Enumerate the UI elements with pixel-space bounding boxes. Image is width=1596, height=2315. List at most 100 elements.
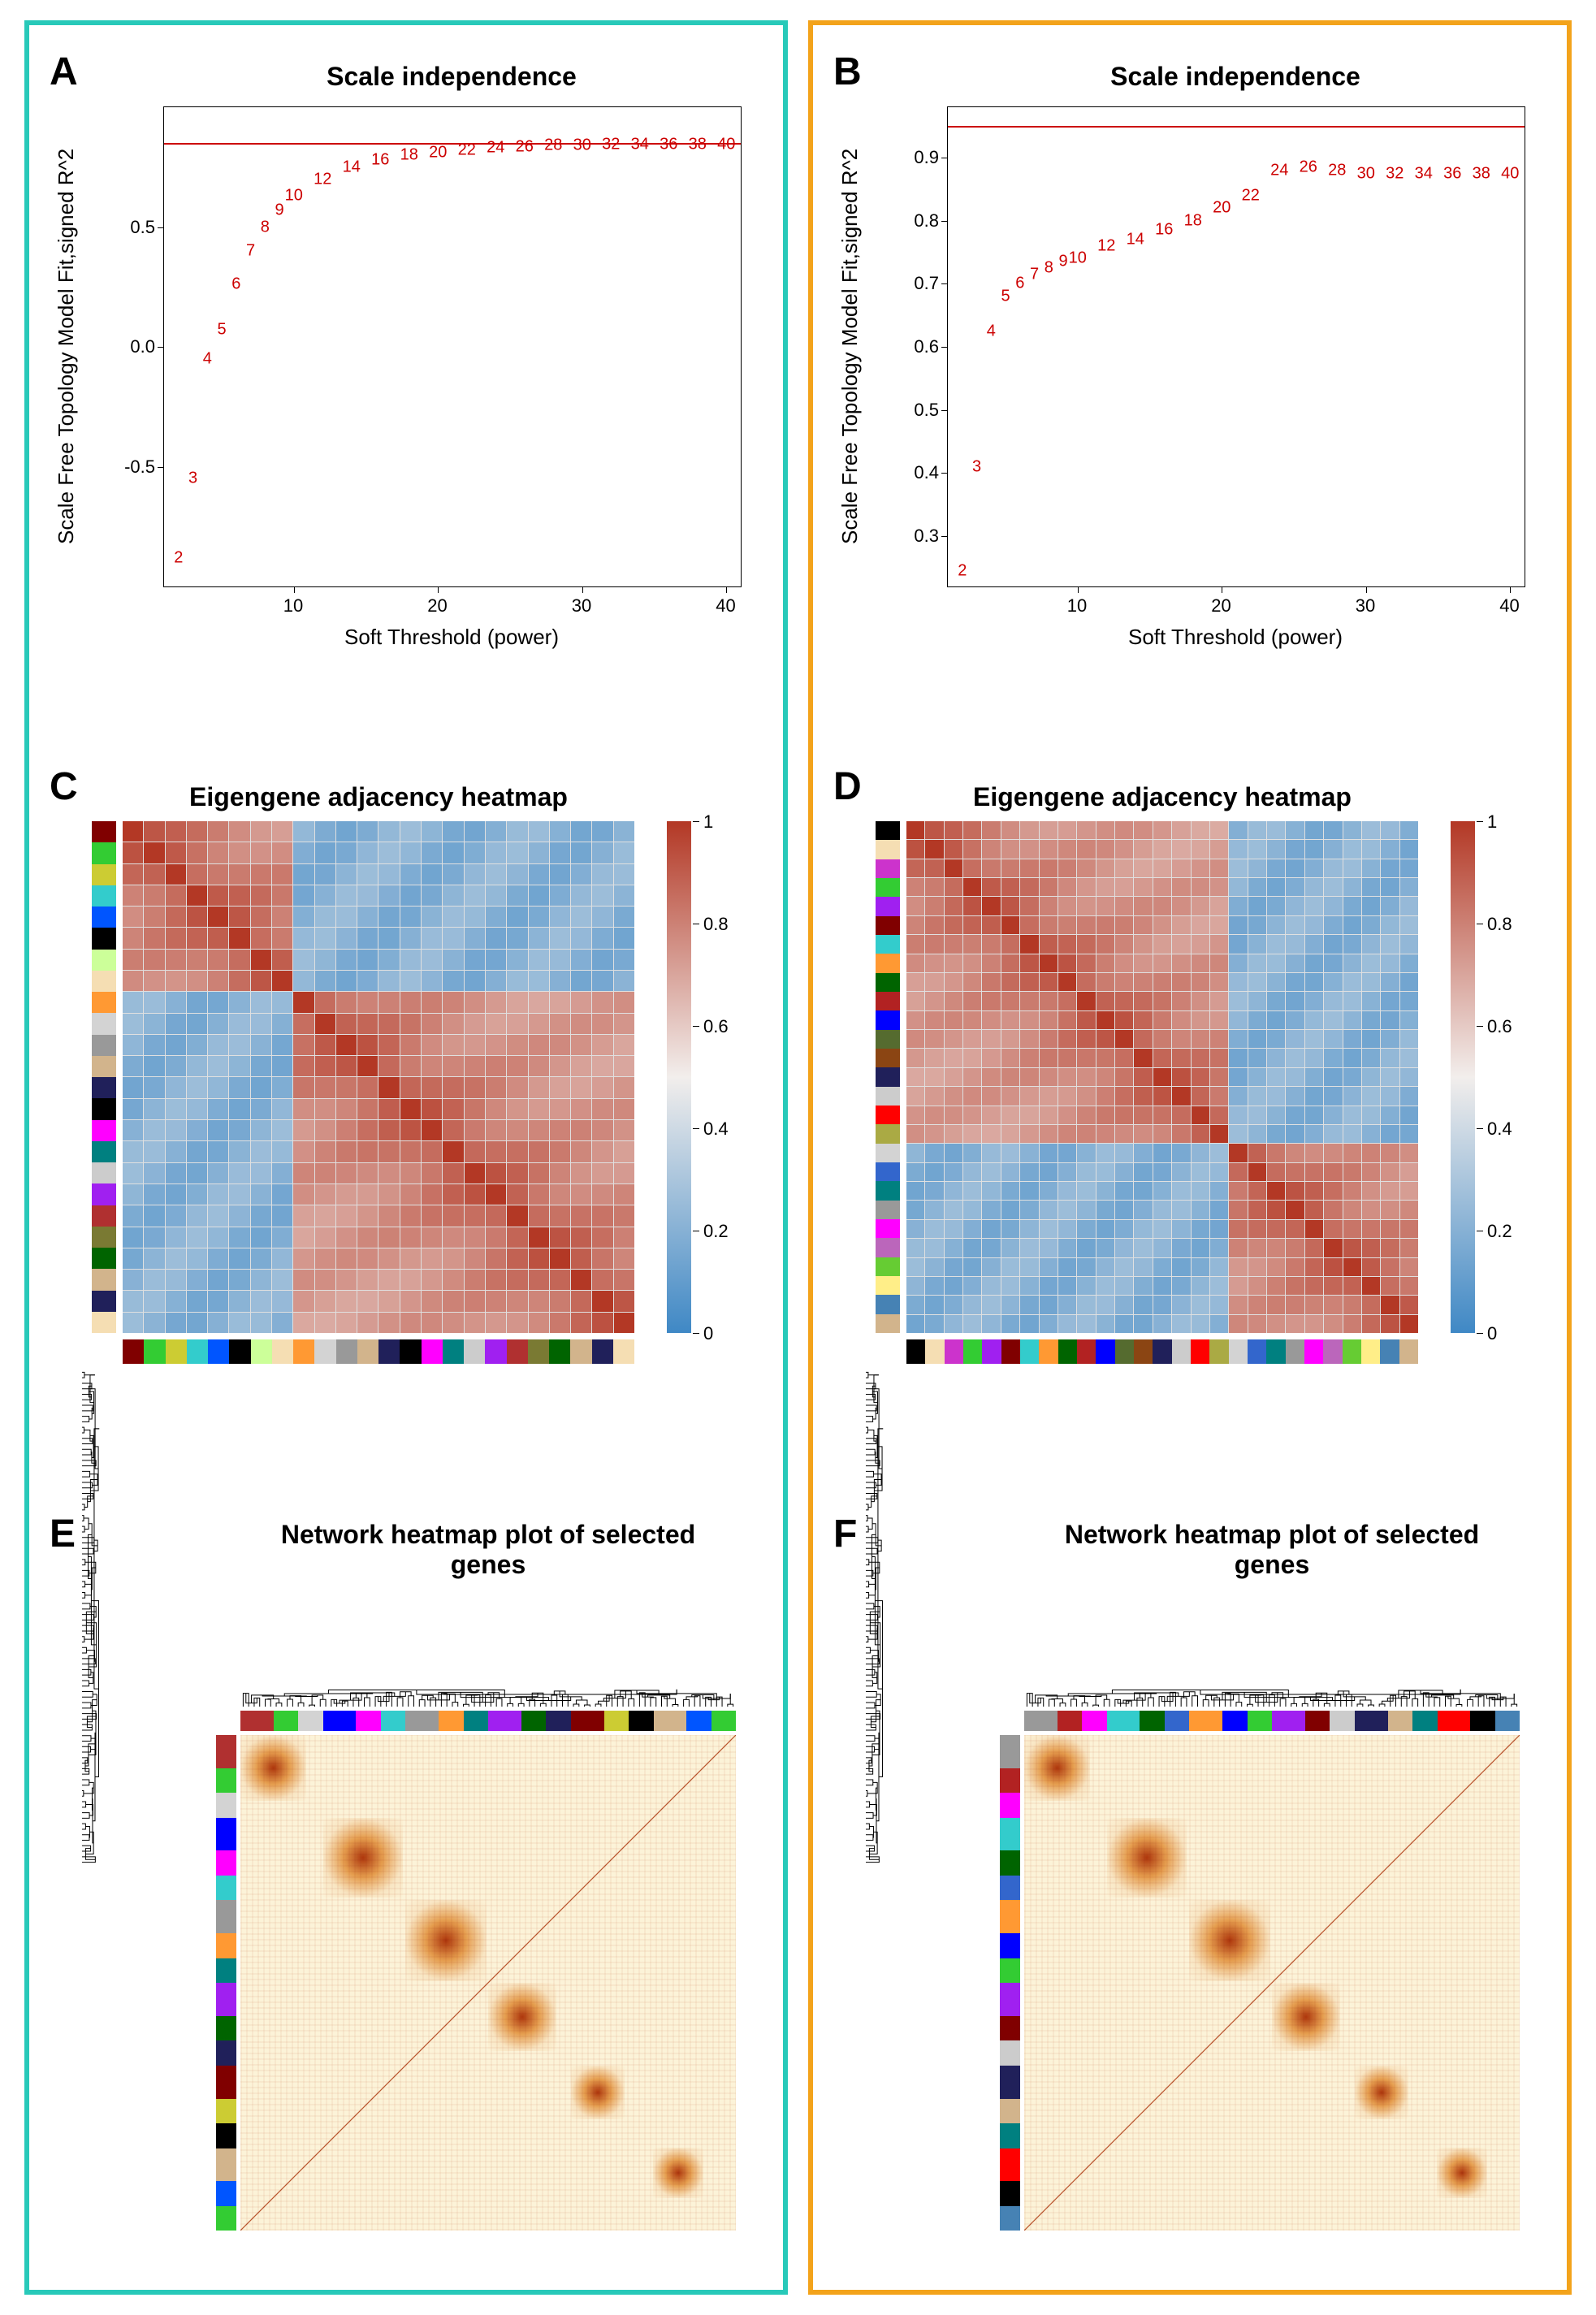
adjacency-heatmap <box>906 821 1418 1333</box>
power-point: 3 <box>972 457 981 476</box>
y-tick-label: 0.0 <box>106 336 155 357</box>
power-point: 32 <box>602 135 620 154</box>
module-colorbar-bottom <box>123 1339 634 1364</box>
power-point: 16 <box>371 150 389 169</box>
x-tick-label: 40 <box>1499 595 1519 617</box>
power-point: 4 <box>203 349 212 368</box>
power-point: 3 <box>188 469 197 488</box>
power-point: 5 <box>217 321 226 340</box>
power-point: 32 <box>1386 164 1404 183</box>
y-axis-label: Scale Free Topology Model Fit,signed R^2 <box>54 106 79 586</box>
x-tick-label: 30 <box>1356 595 1375 617</box>
tom-modulebar-left <box>216 1735 236 2231</box>
power-point: 6 <box>1015 275 1024 293</box>
y-tick-label: 0.4 <box>890 462 939 483</box>
panel-letter: E <box>50 1512 76 1556</box>
power-point: 9 <box>1058 253 1067 271</box>
figure-root: AScale independence234567891012141618202… <box>0 0 1596 2315</box>
power-point: 2 <box>174 548 183 567</box>
colorbar-tick-label: 0.8 <box>1487 914 1512 935</box>
power-point: 10 <box>285 187 303 206</box>
power-point: 16 <box>1155 221 1173 240</box>
power-point: 38 <box>1473 164 1490 183</box>
scatter-plot-area: 2345678910121416182022242628303234363840 <box>947 106 1525 587</box>
module-colorbar-left <box>876 821 900 1333</box>
module-colorbar-bottom <box>906 1339 1418 1364</box>
power-point: 14 <box>1127 231 1144 249</box>
colorbar-tick-label: 0.2 <box>703 1221 729 1242</box>
colorbar-tick-label: 0 <box>703 1323 713 1344</box>
power-point: 18 <box>400 146 418 165</box>
dendrogram <box>240 1577 736 1707</box>
heatmap-colorbar <box>1451 821 1475 1333</box>
power-point: 8 <box>261 218 270 236</box>
tom-title: Network heatmap plot of selected genes <box>240 1520 736 1580</box>
dendrogram <box>866 1370 996 1865</box>
heatmap-title: Eigengene adjacency heatmap <box>123 782 634 812</box>
colorbar-tick-label: 1 <box>1487 811 1497 833</box>
power-point: 7 <box>246 242 255 261</box>
tom-modulebar-top <box>240 1711 736 1731</box>
x-tick-label: 30 <box>572 595 591 617</box>
power-point: 12 <box>1097 236 1115 255</box>
panel-letter: F <box>833 1512 857 1556</box>
power-point: 34 <box>1415 164 1433 183</box>
dendrogram <box>1024 1577 1520 1707</box>
scatter-plot-area: 2345678910121416182022242628303234363840 <box>163 106 742 587</box>
adjacency-heatmap <box>123 821 634 1333</box>
power-point: 36 <box>660 135 677 154</box>
reference-line <box>164 143 741 145</box>
tom-panel-E: E Network heatmap plot of selected genes <box>29 1512 783 2283</box>
y-tick-label: 0.6 <box>890 336 939 357</box>
power-point: 24 <box>1270 161 1288 180</box>
y-axis-label: Scale Free Topology Model Fit,signed R^2 <box>837 106 863 586</box>
colorbar-tick-label: 0 <box>1487 1323 1497 1344</box>
colorbar-tick-label: 0.8 <box>703 914 729 935</box>
tom-heatmap <box>240 1735 736 2231</box>
scatter-title: Scale independence <box>163 62 740 92</box>
x-tick-label: 10 <box>283 595 303 617</box>
tom-title: Network heatmap plot of selected genes <box>1024 1520 1520 1580</box>
x-tick-label: 40 <box>716 595 735 617</box>
scatter-panel-A: AScale independence234567891012141618202… <box>29 33 783 748</box>
panel-letter: D <box>833 764 862 809</box>
power-point: 7 <box>1030 265 1039 283</box>
y-tick-label: 0.5 <box>106 217 155 238</box>
power-point: 36 <box>1443 164 1461 183</box>
power-point: 40 <box>1501 164 1519 183</box>
power-point: 40 <box>717 135 735 154</box>
power-point: 28 <box>544 136 562 155</box>
tom-modulebar-top <box>1024 1711 1520 1731</box>
power-point: 20 <box>429 144 447 162</box>
power-point: 10 <box>1069 249 1087 268</box>
power-point: 18 <box>1184 211 1202 230</box>
panel-letter: C <box>50 764 78 809</box>
power-point: 4 <box>987 322 996 340</box>
heatmap-colorbar <box>667 821 691 1333</box>
power-point: 24 <box>487 139 504 158</box>
x-axis-label: Soft Threshold (power) <box>947 625 1524 650</box>
panel-letter: A <box>50 50 78 94</box>
tom-modulebar-left <box>1000 1735 1020 2231</box>
tom-heatmap <box>1024 1735 1520 2231</box>
colorbar-tick-label: 0.2 <box>1487 1221 1512 1242</box>
power-point: 12 <box>314 170 331 188</box>
x-axis-label: Soft Threshold (power) <box>163 625 740 650</box>
tom-panel-F: F Network heatmap plot of selected genes <box>813 1512 1567 2283</box>
power-point: 22 <box>458 141 476 160</box>
x-tick-label: 20 <box>1211 595 1231 617</box>
power-point: 30 <box>1357 164 1375 183</box>
x-tick-label: 20 <box>427 595 447 617</box>
panel-letter: B <box>833 50 862 94</box>
power-point: 22 <box>1242 186 1260 205</box>
colorbar-tick-label: 0.4 <box>703 1119 729 1140</box>
power-point: 8 <box>1045 258 1053 277</box>
scatter-title: Scale independence <box>947 62 1524 92</box>
power-point: 14 <box>343 158 361 176</box>
power-point: 30 <box>573 136 591 155</box>
colorbar-tick-label: 1 <box>703 811 713 833</box>
y-tick-label: 0.9 <box>890 147 939 168</box>
y-tick-label: 0.7 <box>890 273 939 294</box>
x-tick-label: 10 <box>1067 595 1087 617</box>
power-point: 20 <box>1213 199 1231 218</box>
